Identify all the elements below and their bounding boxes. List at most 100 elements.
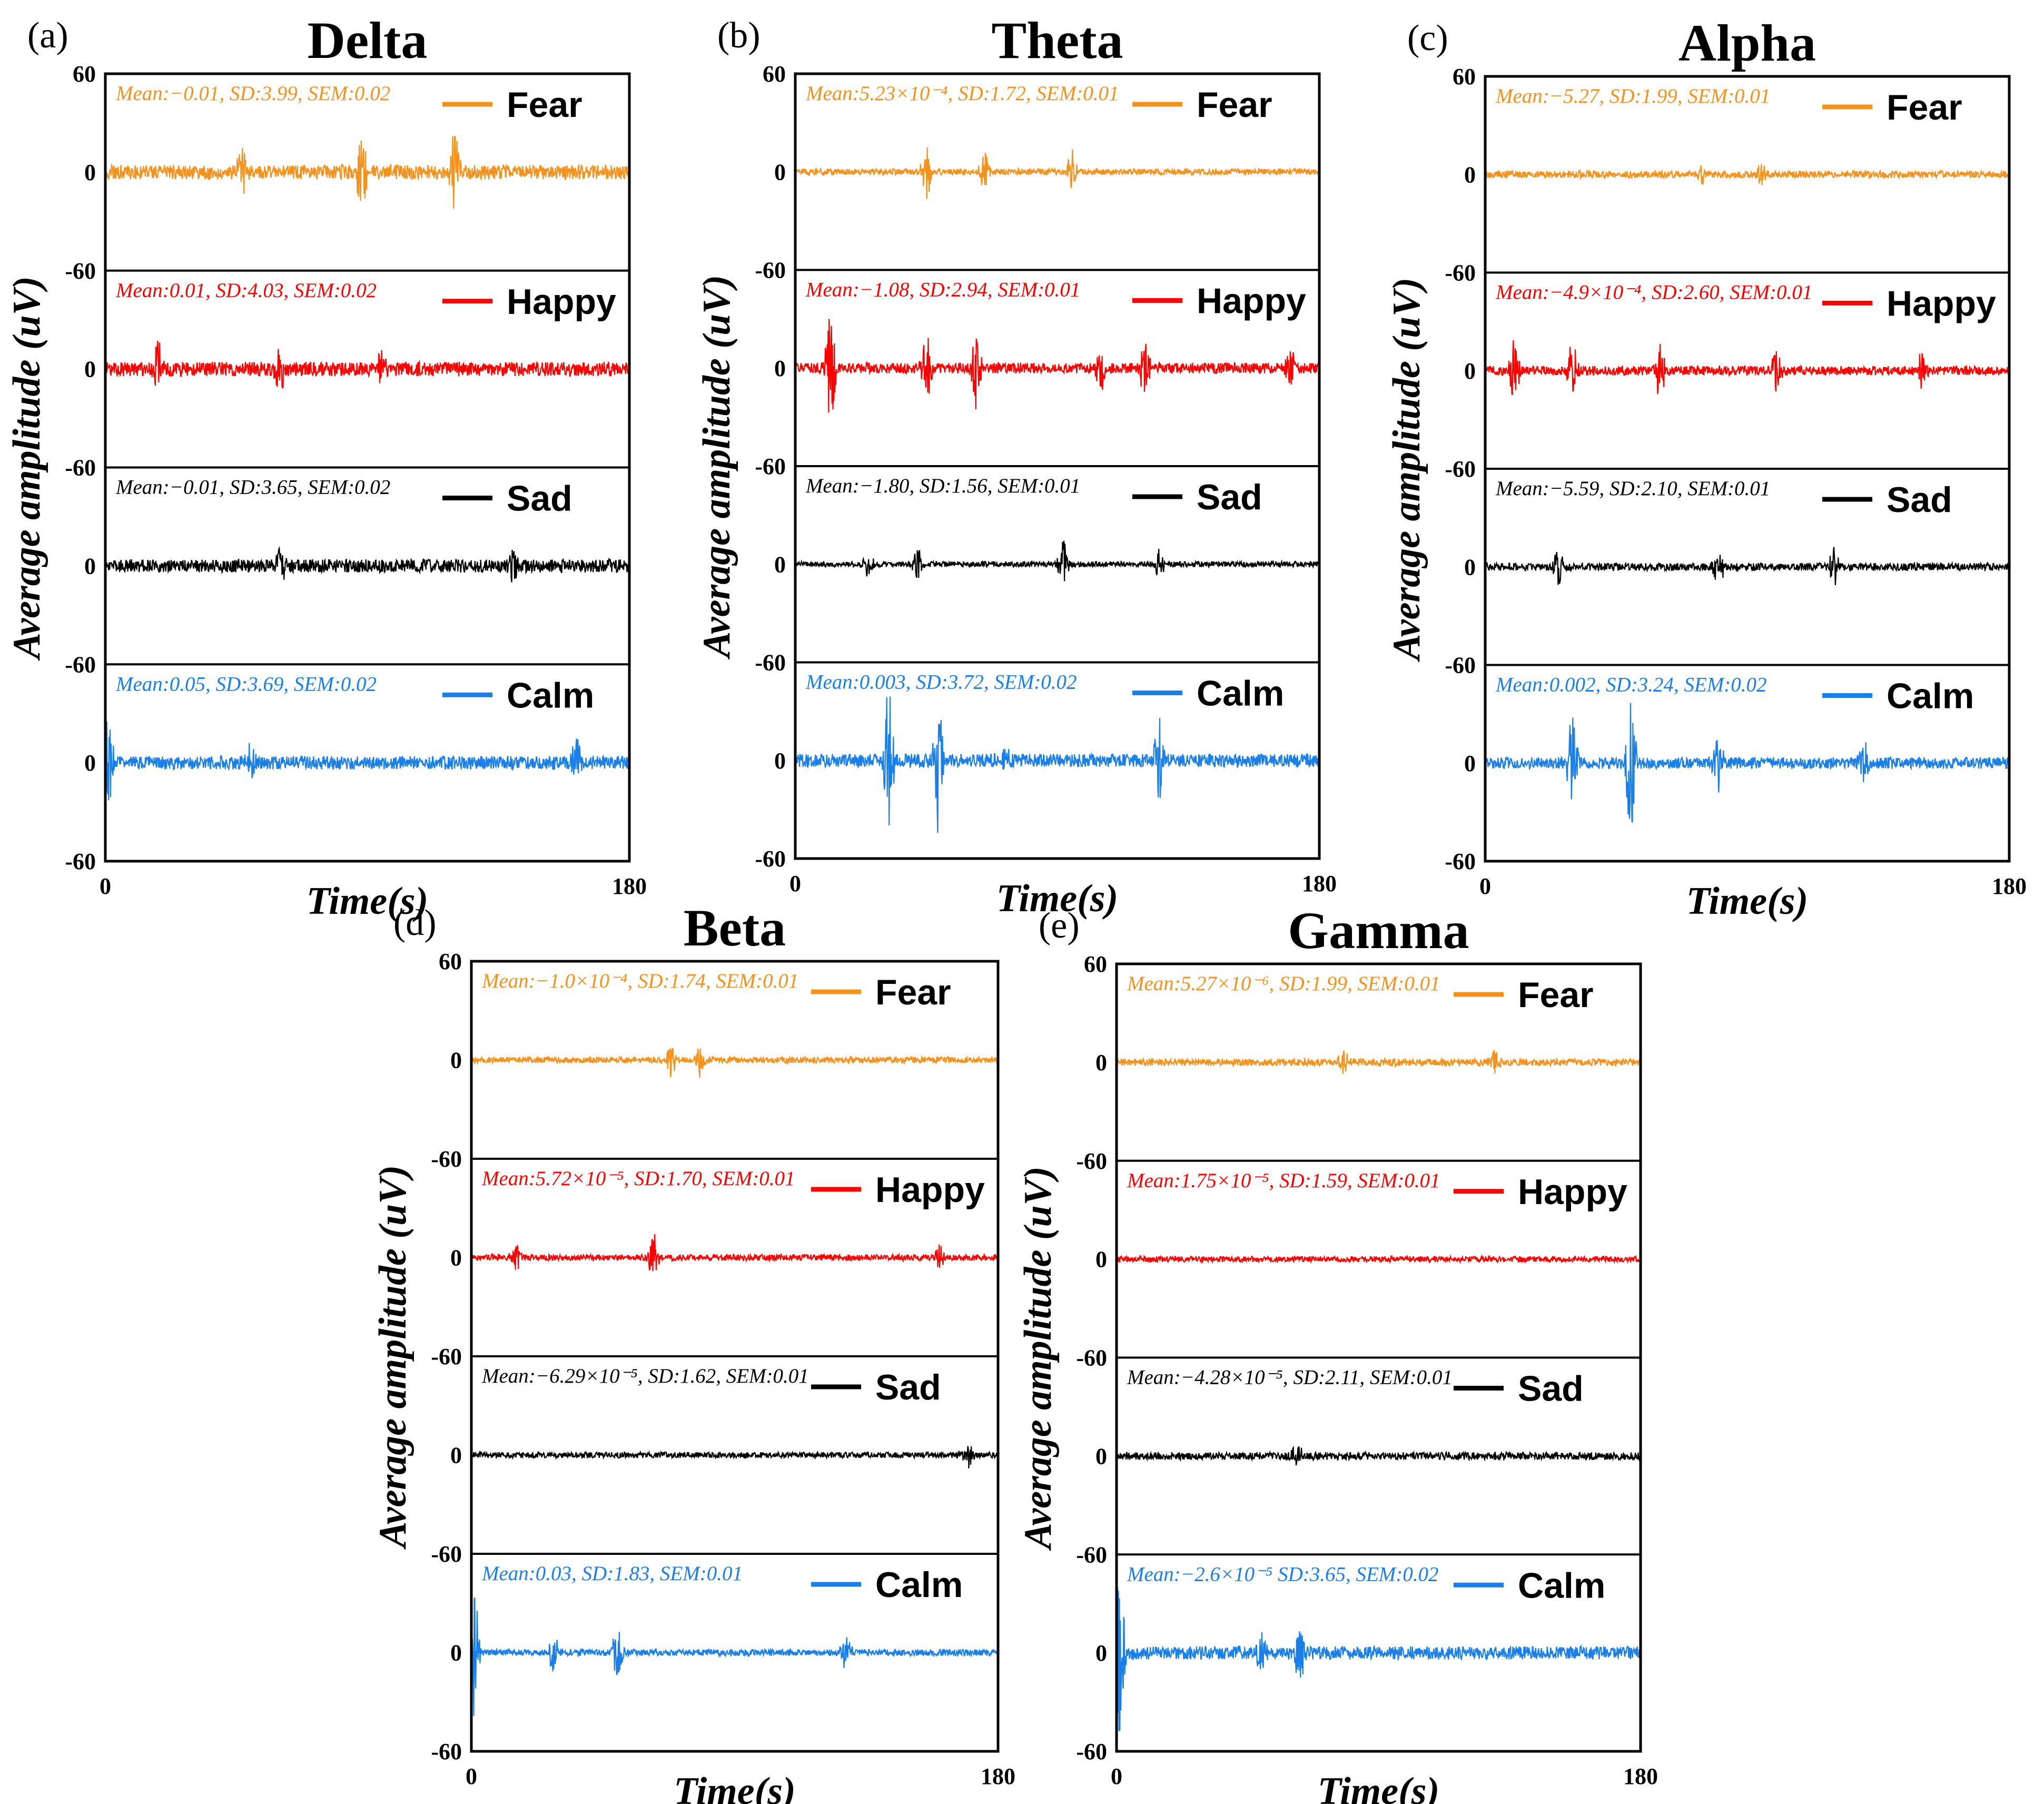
- y-tick-label: 0: [450, 1640, 462, 1666]
- y-tick-label: 0: [450, 1245, 462, 1271]
- y-tick-label: 0: [1095, 1640, 1107, 1666]
- y-tick-label: -60: [431, 1739, 462, 1764]
- signal-calm: [794, 696, 1320, 833]
- signal-sad: [1484, 547, 2010, 585]
- legend-label-fear: Fear: [507, 85, 582, 125]
- signal-sad: [470, 1446, 999, 1468]
- x-tick-label: 180: [612, 873, 647, 899]
- stats-fear: Mean:−0.01, SD:3.99, SEM:0.02: [115, 82, 390, 105]
- panel-frame: [1484, 75, 2011, 863]
- x-axis-label: Time(s): [1686, 880, 1809, 923]
- panel-gamma: (e) Gamma Mean:5.27×10⁻⁶, SD:1.99, SEM:0.0…: [1016, 901, 1658, 1804]
- panel-frame: [1115, 962, 1642, 1753]
- legend-label-calm: Calm: [875, 1565, 963, 1605]
- signal-fear: [794, 147, 1320, 199]
- y-tick-label: -60: [755, 650, 786, 676]
- legend-label-sad: Sad: [875, 1367, 941, 1407]
- signal-sad: [1115, 1445, 1642, 1466]
- signal-sad: [795, 540, 1320, 581]
- signal-calm: [1484, 703, 2010, 823]
- y-tick-label: 60: [439, 949, 462, 974]
- signal-happy: [794, 319, 1320, 413]
- stats-sad: Mean:−6.29×10⁻⁵, SD:1.62, SEM:0.01: [481, 1365, 809, 1387]
- y-tick-label: 0: [84, 553, 96, 579]
- stats-fear: Mean:5.23×10⁻⁴, SD:1.72, SEM:0.01: [805, 82, 1119, 105]
- y-tick-label: 0: [1464, 751, 1476, 776]
- y-tick-label: 60: [763, 61, 786, 87]
- y-tick-label: 0: [1464, 554, 1476, 580]
- y-tick-label: 0: [84, 357, 96, 382]
- y-axis-label: Average amplitude (uV): [695, 275, 738, 659]
- legend-label-happy: Happy: [1197, 281, 1306, 321]
- y-tick-label: 60: [73, 61, 96, 87]
- x-axis-label: Time(s): [1318, 1770, 1440, 1804]
- y-tick-label: -60: [431, 1541, 462, 1567]
- y-axis-label: Average amplitude (uV): [1016, 1166, 1060, 1551]
- signal-fear: [1484, 164, 2010, 185]
- stats-fear: Mean:−1.0×10⁻⁴, SD:1.74, SEM:0.01: [481, 970, 798, 992]
- panel-beta: (d) Beta Mean:−1.0×10⁻⁴, SD:1.74, SEM:0.01…: [371, 899, 1015, 1804]
- panel-title: Delta: [308, 11, 428, 70]
- stats-calm: Mean:0.003, SD:3.72, SEM:0.02: [805, 671, 1077, 694]
- stats-calm: Mean:−2.6×10⁻⁵ SD:3.65, SEM:0.02: [1127, 1563, 1439, 1585]
- legend-label-happy: Happy: [1887, 284, 1996, 324]
- legend-label-calm: Calm: [1197, 674, 1284, 714]
- signal-fear: [104, 135, 630, 209]
- x-tick-label: 180: [1302, 871, 1337, 896]
- y-tick-label: 0: [774, 748, 786, 774]
- y-tick-label: 0: [1464, 162, 1476, 188]
- legend-label-calm: Calm: [1887, 676, 1974, 716]
- y-tick-label: -60: [65, 258, 96, 284]
- x-tick-label: 0: [1111, 1763, 1122, 1789]
- panel-delta: (a) Delta Mean:−0.01, SD:3.99, SEM:0.02 Fea…: [5, 11, 647, 923]
- y-tick-label: 0: [1095, 1247, 1107, 1273]
- legend-label-happy: Happy: [1518, 1172, 1627, 1212]
- panel-frame: [470, 960, 1000, 1753]
- legend-label-sad: Sad: [1197, 477, 1262, 517]
- signal-fear: [1115, 1050, 1642, 1074]
- panel-title: Beta: [684, 899, 786, 957]
- x-tick-label: 0: [1479, 873, 1491, 899]
- stats-happy: Mean:−1.08, SD:2.94, SEM:0.01: [805, 279, 1080, 301]
- x-tick-label: 180: [1623, 1763, 1658, 1789]
- panel-label: (a): [27, 15, 68, 56]
- signal-calm: [470, 1597, 999, 1716]
- legend-label-sad: Sad: [1887, 480, 1952, 520]
- legend-label-calm: Calm: [507, 675, 594, 715]
- stats-happy: Mean:−4.9×10⁻⁴, SD:2.60, SEM:0.01: [1495, 281, 1812, 304]
- y-axis-label: Average amplitude (uV): [5, 276, 48, 661]
- stats-sad: Mean:−1.80, SD:1.56, SEM:0.01: [805, 475, 1080, 497]
- stats-fear: Mean:5.27×10⁻⁶, SD:1.99, SEM:0.01: [1127, 972, 1440, 995]
- stats-fear: Mean:−5.27, SD:1.99, SEM:0.01: [1495, 85, 1770, 107]
- y-tick-label: 0: [450, 1443, 462, 1468]
- y-tick-label: -60: [1445, 653, 1476, 678]
- y-tick-label: 0: [774, 159, 786, 185]
- legend-label-calm: Calm: [1518, 1565, 1605, 1605]
- y-tick-label: -60: [1076, 1345, 1107, 1371]
- y-axis-label: Average amplitude (uV): [1385, 278, 1428, 662]
- panel-label: (c): [1407, 18, 1448, 58]
- y-tick-label: -60: [1076, 1148, 1107, 1174]
- legend-label-fear: Fear: [1518, 975, 1594, 1015]
- legend-label-fear: Fear: [1197, 85, 1272, 125]
- legend-label-sad: Sad: [507, 479, 572, 519]
- legend-label-happy: Happy: [507, 282, 616, 322]
- panel-frame: [794, 72, 1321, 860]
- y-tick-label: 60: [1084, 951, 1107, 977]
- y-tick-label: 0: [1095, 1050, 1107, 1076]
- signal-fear: [471, 1047, 999, 1078]
- y-tick-label: -60: [1445, 456, 1476, 482]
- y-tick-label: -60: [755, 454, 786, 479]
- y-tick-label: -60: [755, 846, 786, 872]
- stats-calm: Mean:0.002, SD:3.24, SEM:0.02: [1495, 674, 1766, 696]
- x-tick-label: 0: [789, 871, 801, 896]
- y-tick-label: -60: [65, 652, 96, 677]
- panel-frame: [104, 72, 631, 863]
- signal-calm: [104, 721, 630, 801]
- legend-label-fear: Fear: [1887, 87, 1962, 127]
- x-tick-label: 180: [981, 1763, 1015, 1789]
- y-tick-label: 0: [84, 750, 96, 776]
- panel-theta: (b) Theta Mean:5.23×10⁻⁴, SD:1.72, SEM:0.0…: [695, 11, 1337, 920]
- y-tick-label: 0: [450, 1048, 462, 1073]
